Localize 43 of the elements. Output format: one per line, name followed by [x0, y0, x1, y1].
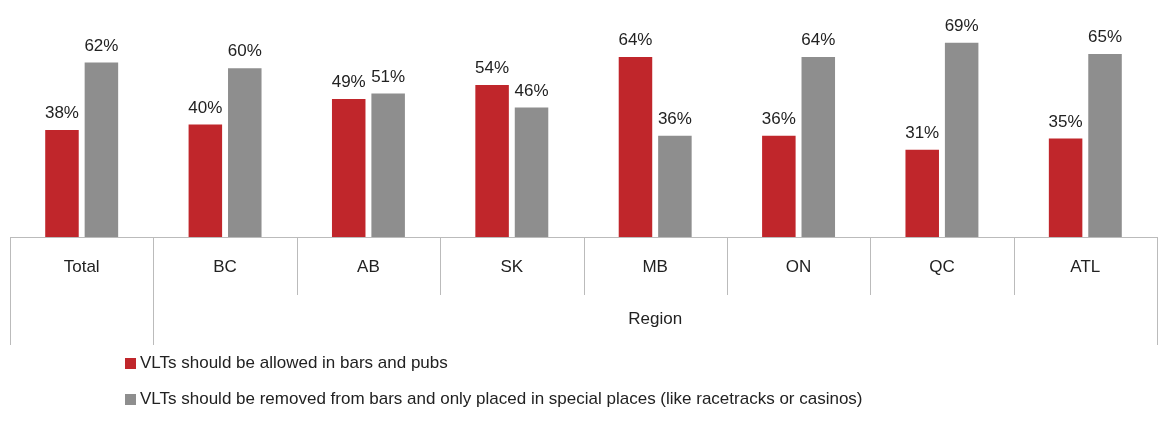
bar — [514, 107, 549, 237]
data-label: 51% — [371, 66, 406, 86]
data-label: 35% — [1048, 111, 1083, 131]
bar — [658, 135, 692, 237]
legend-label: VLTs should be removed from bars and only placed in special places (like racetracks or casinos) — [140, 389, 863, 409]
bar — [475, 85, 509, 237]
legend-label: VLTs should be allowed in bars and pubs — [140, 353, 448, 373]
bar — [905, 149, 939, 237]
data-label: 36% — [657, 108, 692, 128]
bar — [618, 56, 653, 237]
data-label: 69% — [944, 16, 979, 35]
bar — [944, 42, 979, 237]
bar — [371, 93, 405, 237]
data-label: 46% — [514, 80, 549, 100]
data-label: 65% — [1088, 27, 1123, 47]
x-tick-label: MB — [642, 256, 668, 276]
bar — [1088, 54, 1122, 237]
data-label: 64% — [618, 30, 653, 50]
x-tick-label: ATL — [1070, 256, 1101, 276]
data-label: 38% — [44, 103, 79, 123]
bar — [188, 124, 223, 237]
x-tick-label: Total — [63, 256, 100, 276]
x-tick-label: ON — [785, 256, 812, 276]
x-tick-label: BC — [213, 256, 237, 276]
x-tick-label: SK — [500, 256, 524, 276]
x-tick-label: AB — [357, 256, 380, 276]
bar — [1048, 138, 1083, 237]
data-label: 54% — [475, 58, 510, 78]
bar — [801, 56, 836, 237]
x-tick-label: QC — [929, 256, 955, 276]
bar — [762, 135, 796, 237]
data-label: 64% — [801, 30, 836, 50]
bar — [331, 99, 366, 237]
data-label: 31% — [905, 122, 940, 142]
data-label: 36% — [761, 108, 796, 128]
data-label: 49% — [331, 72, 366, 92]
data-label: 62% — [84, 35, 119, 55]
data-label: 40% — [188, 97, 223, 117]
text: Region — [628, 308, 683, 328]
bar — [228, 68, 262, 237]
data-label: 60% — [227, 41, 262, 61]
bar — [84, 62, 119, 237]
bar — [45, 130, 79, 237]
